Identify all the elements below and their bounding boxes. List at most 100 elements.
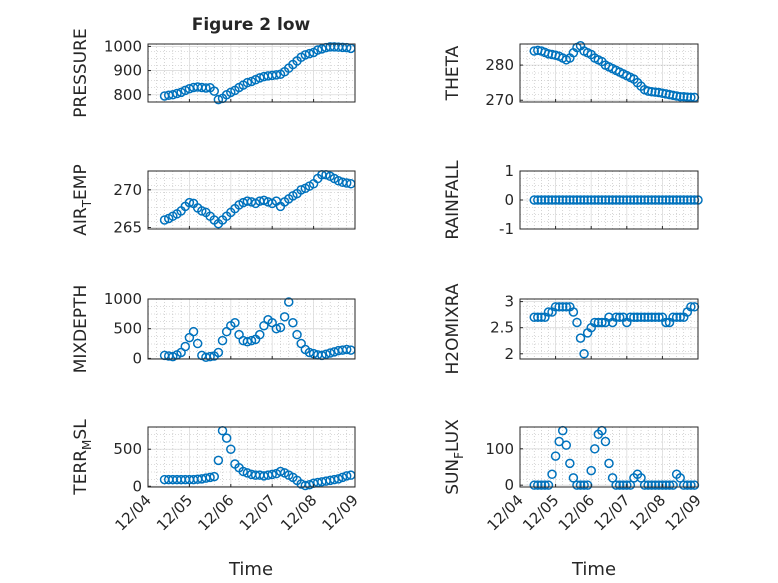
data-point [259, 195, 269, 206]
data-point [611, 480, 621, 490]
data-point [686, 480, 696, 490]
data-point [661, 317, 671, 328]
data-point [337, 472, 348, 483]
data-point [590, 317, 600, 328]
data-point [226, 444, 236, 454]
data-point [607, 195, 618, 205]
data-point [271, 70, 282, 80]
data-point [536, 312, 547, 323]
data-point [312, 45, 323, 55]
axes-box [147, 170, 356, 230]
data-point [213, 455, 224, 466]
data-point [671, 312, 682, 323]
data-point [604, 195, 614, 205]
axes-box [519, 43, 699, 103]
data-point [300, 480, 311, 491]
x-axis-label-right: Time [571, 559, 616, 580]
data-point [533, 480, 543, 490]
data-point [632, 195, 643, 205]
subplot-5: 0 500 1000 MIXDEPTH [71, 285, 356, 373]
data-point [321, 349, 331, 359]
y-tick-label: 0 [504, 191, 514, 209]
data-point [686, 302, 696, 312]
data-point [622, 195, 632, 205]
data-point [205, 351, 215, 362]
data-point [679, 480, 689, 490]
x-axis-label-left: Time [228, 559, 273, 580]
y-axis-label: PRESSURE [71, 28, 91, 117]
data-point [209, 471, 219, 482]
data-point [582, 195, 593, 205]
data-point [543, 307, 554, 317]
data-point [296, 185, 306, 195]
data-point [188, 326, 199, 337]
data-point [333, 176, 344, 186]
data-point [529, 312, 539, 323]
data-point [629, 195, 639, 205]
data-point [333, 474, 344, 484]
data-point [646, 312, 657, 323]
y-tick-label: 100 [485, 440, 514, 458]
data-point [614, 480, 625, 490]
y-axis-label: H2OMIXRA [443, 283, 463, 374]
data-point [529, 46, 539, 56]
data-point [554, 302, 564, 312]
axes-box [519, 426, 699, 488]
data-point [221, 433, 232, 443]
data-point [646, 195, 657, 205]
data-point [646, 87, 657, 97]
axes-box [519, 298, 699, 360]
y-axis-label: SUNFLUX [443, 419, 466, 495]
data-point [686, 92, 696, 103]
data-point [636, 312, 646, 323]
y-axis-label: RAINFALL [443, 160, 463, 240]
y-tick-label: 280 [485, 56, 514, 74]
data-point [575, 195, 586, 205]
data-point [639, 312, 650, 323]
data-point [557, 195, 568, 205]
data-point [625, 195, 636, 205]
data-point [533, 312, 543, 323]
data-point [197, 206, 207, 216]
y-tick-label: 2 [504, 345, 514, 363]
data-point [288, 318, 298, 328]
data-point [575, 480, 586, 490]
data-point [341, 178, 352, 188]
data-point [597, 195, 607, 205]
data-point [586, 465, 596, 476]
y-tick-label: 1000 [104, 290, 142, 308]
y-tick-label: 265 [113, 218, 142, 236]
data-point [614, 312, 625, 323]
data-point [607, 473, 618, 483]
data-point [565, 458, 575, 469]
data-point [341, 344, 352, 355]
data-point [572, 195, 582, 205]
data-point [550, 195, 561, 205]
data-point [643, 86, 653, 96]
data-point [572, 317, 582, 328]
data-point [325, 348, 335, 358]
y-tick-label: 270 [113, 181, 142, 199]
data-point [168, 90, 178, 100]
data-point [579, 195, 589, 205]
data-point [675, 473, 685, 483]
data-point [543, 195, 554, 205]
data-point [292, 329, 302, 340]
data-point [600, 195, 611, 205]
figure-title: Figure 2 low [192, 15, 311, 35]
y-axis-label: AIRTEMP [71, 164, 94, 235]
data-point [636, 195, 646, 205]
data-point [664, 195, 675, 205]
data-point [572, 480, 582, 490]
y-tick-label: 270 [485, 91, 514, 109]
axes-box [147, 426, 356, 488]
data-point [568, 307, 579, 317]
data-point [205, 472, 215, 483]
data-point [172, 88, 182, 99]
y-tick-label: 0 [132, 349, 142, 367]
data-point [600, 436, 611, 447]
data-point [590, 444, 600, 454]
data-point [275, 466, 286, 477]
y-axis-label: THETA [443, 45, 463, 101]
data-point [192, 338, 203, 349]
